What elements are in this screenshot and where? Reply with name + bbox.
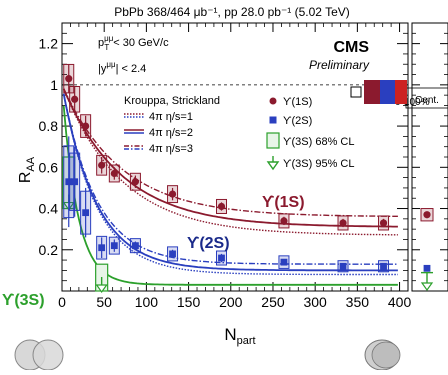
- y2s-point: [169, 250, 176, 258]
- legend-y2s-marker: [269, 116, 277, 124]
- label-y1s: ϒ(1S): [262, 194, 305, 211]
- x-tick-label: 150: [177, 294, 201, 310]
- y2s-point: [339, 262, 347, 270]
- x-tick-label: 200: [219, 294, 243, 310]
- model-legend-1: 4π η/s=1: [149, 111, 193, 123]
- legend-y3s95-marker: [266, 156, 280, 171]
- side-panel: Cent. 0-100%: [350, 80, 448, 292]
- x-tick-label: 300: [303, 294, 327, 310]
- chart-header: PbPb 368/464 μb⁻¹, pp 28.0 pb⁻¹ (5.02 Te…: [114, 5, 350, 19]
- y3s-95cl-arrowhead: [95, 284, 108, 294]
- x-tick-label: 350: [346, 294, 370, 310]
- x-tick-label: 50: [96, 294, 112, 310]
- model-legend: Krouppa, Strickland 4π η/s=1 4π η/s=2 4π…: [124, 95, 220, 155]
- legend-y3s68-marker: [266, 132, 280, 149]
- model-curve-y2s-2: [62, 93, 398, 272]
- label-y3s: ϒ(3S): [2, 292, 45, 309]
- y2s-point: [65, 178, 73, 186]
- y1s-point: [168, 190, 177, 198]
- model-legend-title: Krouppa, Strickland: [124, 95, 220, 107]
- model-legend-2: 4π η/s=2: [149, 127, 193, 139]
- side-panel-frame: [411, 22, 448, 292]
- y1s-point: [71, 95, 79, 103]
- y1s-point: [379, 219, 388, 227]
- int-y2s-point: [423, 264, 431, 272]
- cent-title: Cent.: [415, 95, 439, 106]
- legend-y3s68: ϒ(3S) 68% CL: [283, 136, 354, 148]
- experiment-label: CMS: [333, 39, 369, 56]
- model-legend-3: 4π η/s=3: [149, 143, 193, 155]
- series-legend: ϒ(1S) ϒ(2S) ϒ(3S) 68% CL ϒ(3S) 95% CL: [266, 96, 354, 171]
- legend-y3s95: ϒ(3S) 95% CL: [283, 158, 354, 170]
- y-tick-label: 0.6: [39, 159, 59, 175]
- y2s-point: [98, 244, 106, 252]
- y1s-point: [131, 178, 140, 186]
- glob-unc-y2s: [380, 80, 396, 104]
- kinematic-cuts: pμμ T < 30 GeV/c |yμμ| < 2.4: [98, 34, 169, 75]
- y-tick-label: 1: [50, 77, 58, 93]
- y1s-point: [110, 169, 118, 178]
- y1s-point: [98, 161, 106, 169]
- x-tick-label: 0: [58, 294, 66, 310]
- glob-unc-y1s: [364, 80, 380, 104]
- model-curve-y3s-2: [62, 105, 398, 286]
- y1s-point: [82, 122, 90, 130]
- cent-range: 0-100%: [395, 97, 430, 108]
- legend-y1s-marker: [269, 97, 277, 105]
- x-tick-label: 250: [261, 294, 285, 310]
- model-curve-y1s-3: [63, 88, 398, 218]
- y-axis-label: RAA: [17, 156, 37, 183]
- x-tick-label: 400: [388, 294, 412, 310]
- y-tick-label: 0.8: [39, 118, 59, 134]
- y-tick-label: 0.2: [39, 242, 59, 258]
- y1s-point: [339, 219, 347, 227]
- y2s-point: [132, 242, 139, 250]
- y2s-point: [110, 242, 118, 250]
- y-cut: < 2.4: [122, 63, 147, 75]
- y-tick-label: 0.4: [39, 201, 59, 217]
- y2s-point: [71, 178, 79, 186]
- int-y1s-point: [423, 211, 431, 219]
- glob-unc-y3s: [395, 80, 407, 104]
- status-label: Preliminary: [309, 58, 370, 72]
- y2s-point: [82, 209, 90, 217]
- y2s-point: [280, 258, 288, 266]
- legend-y2s: ϒ(2S): [283, 115, 312, 127]
- svg-text:|yμμ| < 2.4: |yμμ| < 2.4: [98, 60, 146, 75]
- y1s-point: [280, 217, 288, 225]
- y-axis-sub: AA: [25, 156, 37, 171]
- legend-y1s: ϒ(1S): [283, 96, 312, 108]
- int-y3s-arrowhead: [420, 282, 434, 292]
- y2s-point: [218, 254, 225, 262]
- pt-cut: < 30 GeV/c: [113, 37, 169, 49]
- label-y2s: ϒ(2S): [187, 235, 230, 252]
- y1s-point: [65, 75, 73, 83]
- model-curve-y2s-1: [63, 93, 398, 276]
- peripheral-icon: [14, 339, 64, 371]
- x-axis-label: Npart: [224, 325, 255, 347]
- y2s-point: [380, 262, 387, 270]
- x-tick-label: 100: [135, 294, 159, 310]
- pp-unc-box: [350, 86, 362, 98]
- central-icon: [364, 339, 401, 371]
- y1s-point: [217, 202, 226, 211]
- y-tick-label: 1.2: [39, 36, 59, 52]
